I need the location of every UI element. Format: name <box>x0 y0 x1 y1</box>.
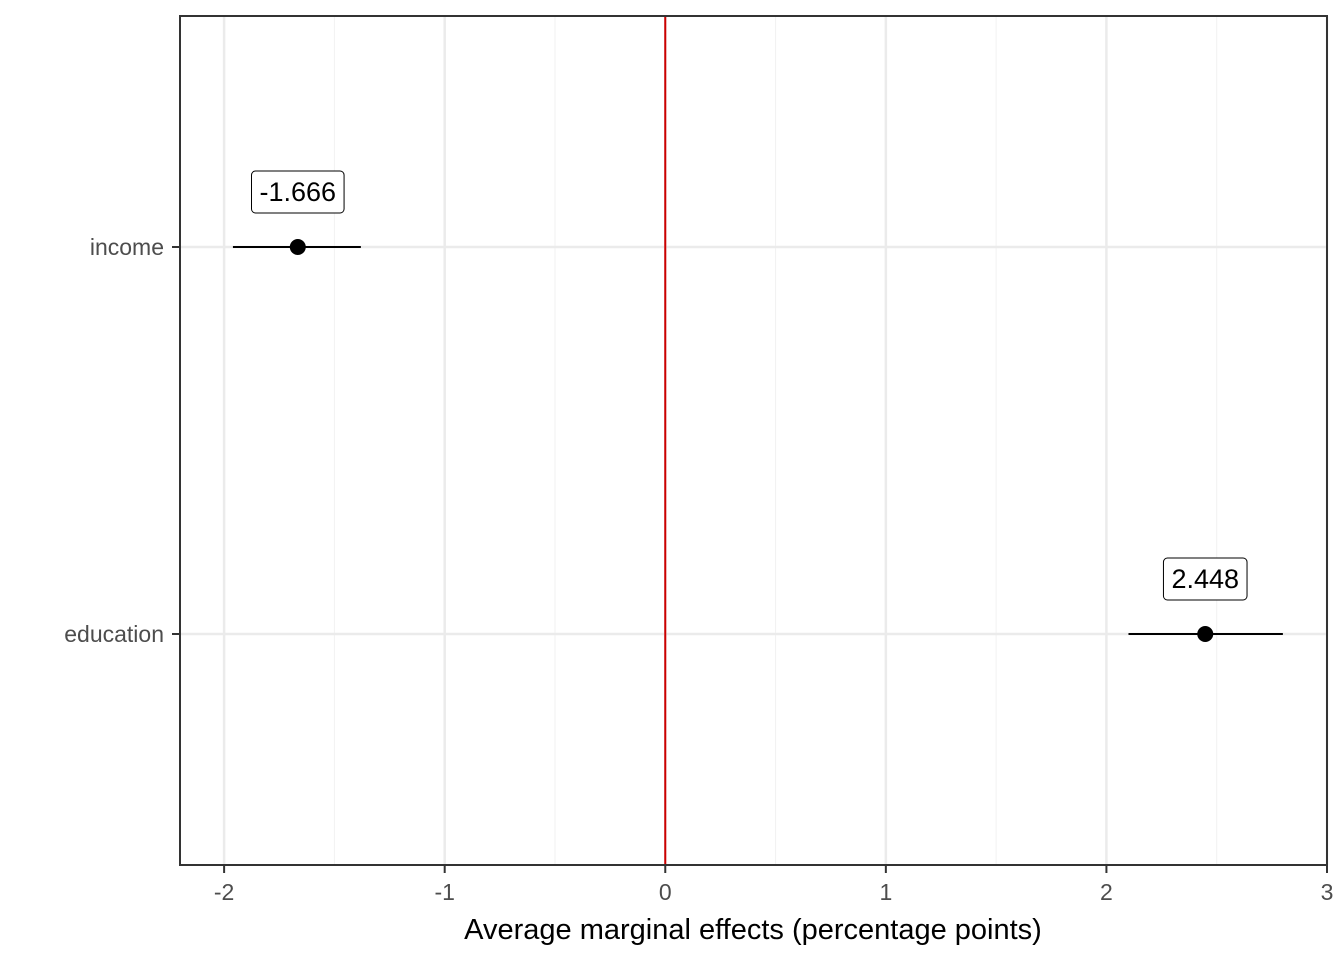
x-tick-label: 2 <box>1100 879 1113 905</box>
x-tick-label: -2 <box>214 879 234 905</box>
y-tick-label-income: income <box>90 234 164 260</box>
x-axis-title: Average marginal effects (percentage poi… <box>464 914 1042 946</box>
data-label-education: 2.448 <box>1162 557 1248 601</box>
x-tick-label: 3 <box>1321 879 1334 905</box>
data-label-text-education: 2.448 <box>1171 564 1239 594</box>
point-income <box>289 239 306 255</box>
panel-border <box>179 15 1328 866</box>
data-label-box-income <box>251 170 345 214</box>
grid-layer <box>180 16 1329 865</box>
point-education <box>1197 626 1214 642</box>
y-tick-label-education: education <box>64 621 164 647</box>
data-label-income: -1.666 <box>251 170 345 214</box>
x-tick-label: -1 <box>434 879 454 905</box>
marks-layer: -1.666 2.448 <box>232 170 1283 642</box>
data-label-text-income: -1.666 <box>260 177 337 207</box>
x-tick-label: 1 <box>879 879 892 905</box>
axis-layer: -2 -1 0 1 2 3 income education <box>64 234 1333 905</box>
data-label-box-education <box>1162 557 1248 601</box>
x-tick-label: 0 <box>659 879 672 905</box>
